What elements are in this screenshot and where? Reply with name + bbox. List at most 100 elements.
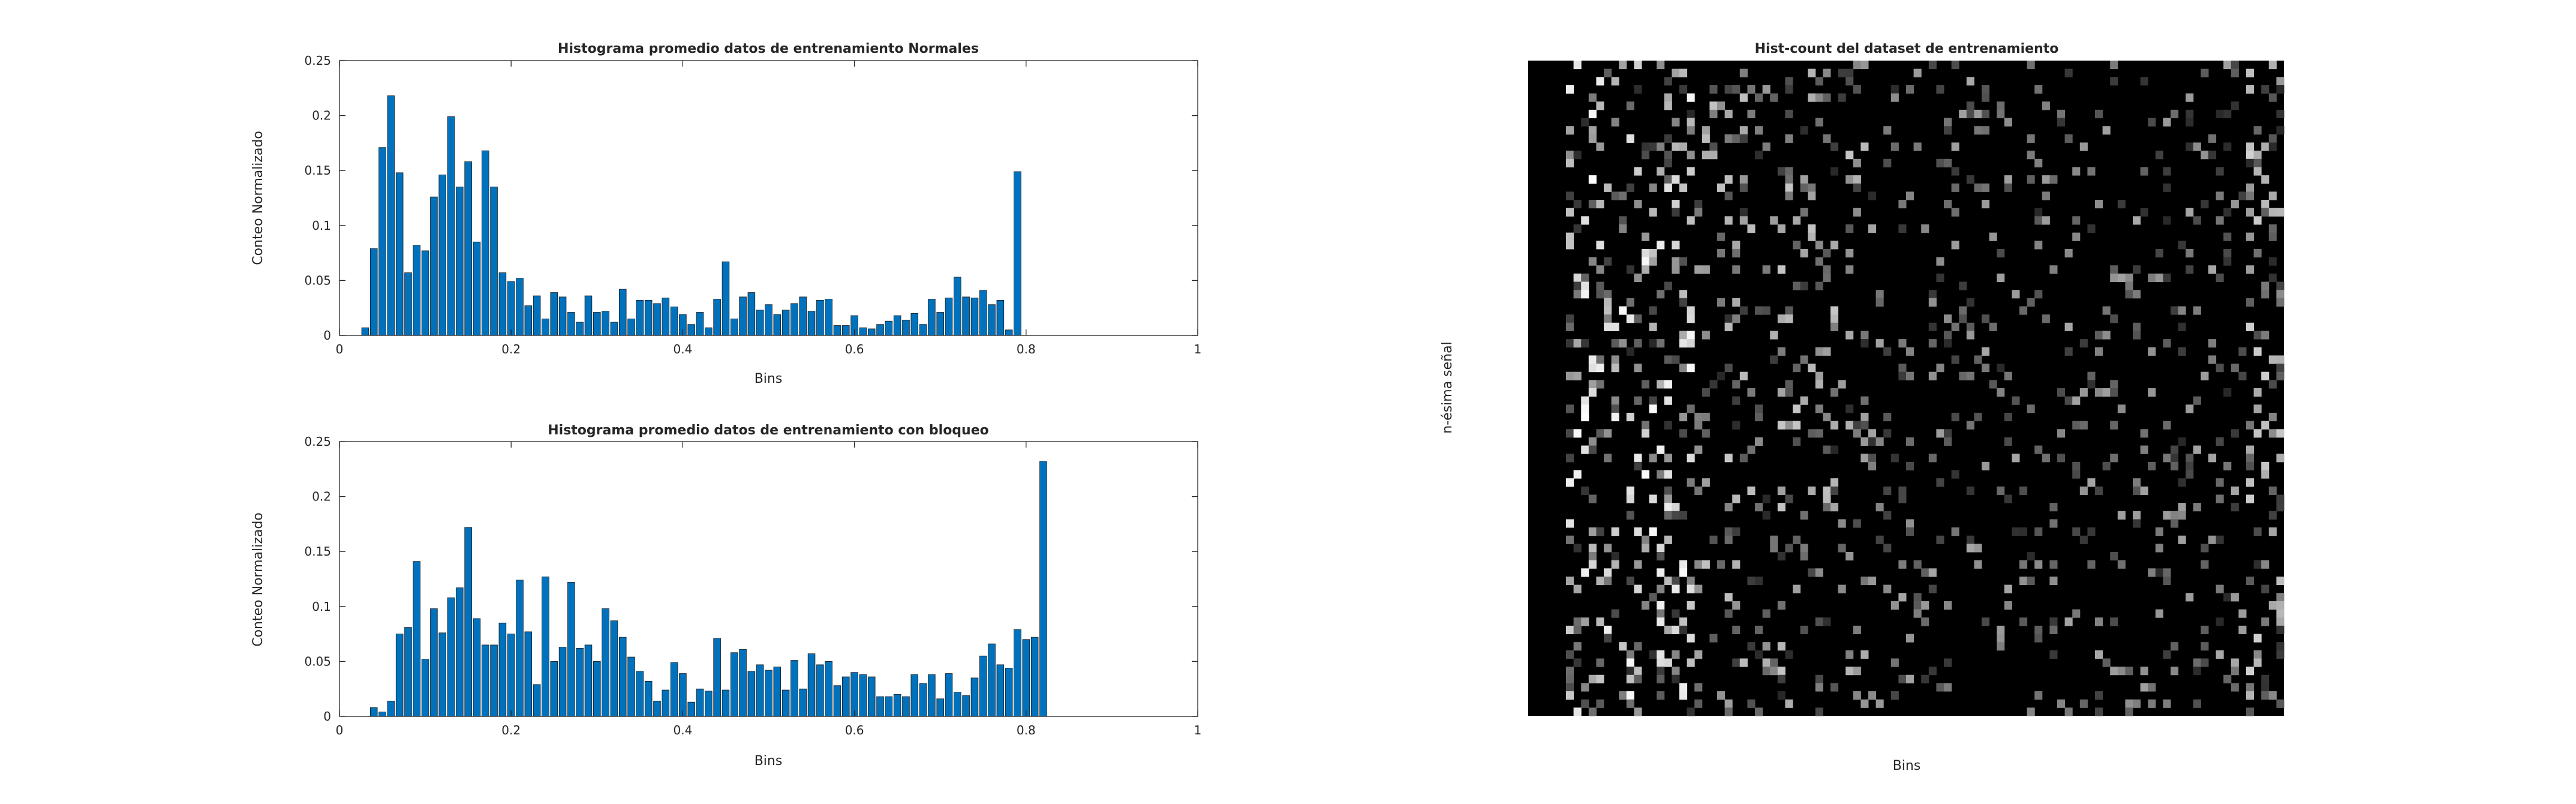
- heatmap-cell: [2246, 298, 2255, 307]
- bar: [996, 664, 1005, 717]
- heatmap-cell: [1694, 445, 1703, 454]
- heatmap-cell: [1928, 298, 1937, 307]
- heatmap-cell: [1808, 191, 1816, 200]
- heatmap-cell: [1657, 658, 1665, 667]
- heatmap-cell: [1997, 388, 2005, 397]
- heatmap-cell: [2178, 347, 2186, 356]
- heatmap-cell: [2163, 699, 2171, 708]
- heatmap-cell: [1860, 412, 1869, 422]
- heatmap-cell: [1657, 61, 1665, 70]
- bar: [1030, 637, 1039, 717]
- heatmap-cell: [2231, 68, 2239, 77]
- heatmap-cell: [1581, 290, 1589, 299]
- heatmap-cell: [1785, 175, 1793, 184]
- bar: [524, 305, 533, 336]
- heatmap-cell: [1838, 544, 1846, 553]
- heatmap-cell: [1657, 650, 1665, 659]
- heatmap-cell: [2186, 93, 2194, 102]
- heatmap-cell: [1860, 421, 1869, 430]
- heatmap-cell: [1777, 601, 1786, 610]
- heatmap-cell: [1830, 314, 1839, 323]
- heatmap-cell: [1732, 298, 1741, 307]
- heatmap-cell: [1845, 404, 1854, 413]
- heatmap-cell: [1566, 85, 1574, 94]
- heatmap-cell: [2019, 617, 2028, 626]
- heatmap-cell: [2034, 208, 2043, 217]
- heatmap-cell: [2276, 601, 2285, 610]
- heatmap-cell: [1672, 667, 1680, 676]
- heatmap-cell: [1906, 519, 1914, 528]
- heatmap-cell: [1944, 339, 1952, 348]
- heatmap-cell: [1815, 617, 1823, 626]
- heatmap-cell: [1808, 68, 1816, 77]
- heatmap-cell: [1604, 429, 1612, 438]
- y-tick-label: 0.15: [304, 544, 331, 559]
- heatmap-cell: [1762, 658, 1771, 667]
- heatmap-cell: [1777, 552, 1786, 561]
- heatmap-cell: [1898, 486, 1907, 495]
- heatmap-cell: [1815, 380, 1823, 389]
- heatmap-cell: [1921, 224, 1929, 233]
- heatmap-cell: [1830, 142, 1839, 151]
- heatmap-cell: [1604, 454, 1612, 463]
- heatmap-cell: [1755, 306, 1763, 315]
- bar: [516, 580, 524, 717]
- heatmap-cell: [1581, 445, 1589, 454]
- heatmap-cell: [1830, 486, 1839, 495]
- heatmap-cell: [1604, 634, 1612, 643]
- heatmap-cell: [1747, 388, 1756, 397]
- heatmap-cell: [1664, 183, 1672, 192]
- heatmap-cell: [2133, 511, 2141, 520]
- heatmap-cell: [2216, 191, 2224, 200]
- heatmap-cell: [1581, 617, 1589, 626]
- heatmap-cell: [2223, 208, 2232, 217]
- heatmap-cell: [2012, 396, 2020, 405]
- heatmap-cell: [1966, 486, 1974, 495]
- heatmap-cell: [1649, 494, 1657, 503]
- heatmap-cell: [1777, 347, 1786, 356]
- heatmap-cell: [1687, 584, 1695, 593]
- heatmap-cell: [1626, 412, 1634, 422]
- heatmap-cell: [1664, 535, 1672, 544]
- heatmap-cell: [1997, 273, 2005, 283]
- bar: [928, 299, 936, 336]
- heatmap-cell: [1596, 699, 1604, 708]
- heatmap-cell: [1717, 560, 1726, 569]
- heatmap-cell: [1687, 167, 1695, 176]
- heatmap-cell: [2231, 101, 2239, 110]
- chart1-title: Histograma promedio datos de entrenamien…: [558, 41, 979, 56]
- bar: [618, 637, 627, 717]
- heatmap-cell: [2186, 454, 2194, 463]
- heatmap-cell: [1709, 535, 1718, 544]
- heatmap-cell: [2231, 61, 2239, 70]
- heatmap-cell: [1951, 527, 1959, 536]
- heatmap-cell: [1800, 248, 1808, 258]
- heatmap-cell: [2102, 331, 2111, 340]
- heatmap-cell: [2208, 355, 2217, 364]
- heatmap-cell: [2042, 454, 2050, 463]
- heatmap-cell: [1588, 674, 1597, 683]
- heatmap-cell: [2110, 273, 2118, 283]
- heatmap-cell: [1785, 314, 1793, 323]
- heatmap-cell: [1951, 241, 1959, 250]
- heatmap-cell: [1793, 216, 1801, 225]
- heatmap-cell: [1770, 667, 1778, 676]
- heatmap-cell: [1604, 298, 1612, 307]
- heatmap-cell: [2246, 421, 2255, 430]
- heatmap-cell: [2171, 109, 2179, 119]
- heatmap-cell: [2148, 568, 2156, 577]
- bar: [602, 608, 609, 717]
- heatmap-cell: [2268, 232, 2277, 241]
- y-tick-label: 0.2: [312, 109, 331, 123]
- heatmap-cell: [1626, 314, 1634, 323]
- heatmap-cell: [2201, 560, 2209, 569]
- heatmap-cell: [2110, 388, 2118, 397]
- bar: [482, 644, 489, 717]
- heatmap-cell: [2178, 437, 2186, 446]
- heatmap-cell: [2246, 478, 2255, 487]
- heatmap-cell: [1732, 134, 1741, 143]
- bar: [567, 312, 575, 336]
- heatmap-cell: [1815, 281, 1823, 290]
- heatmap-cell: [1800, 183, 1808, 192]
- heatmap-cell: [1634, 314, 1642, 323]
